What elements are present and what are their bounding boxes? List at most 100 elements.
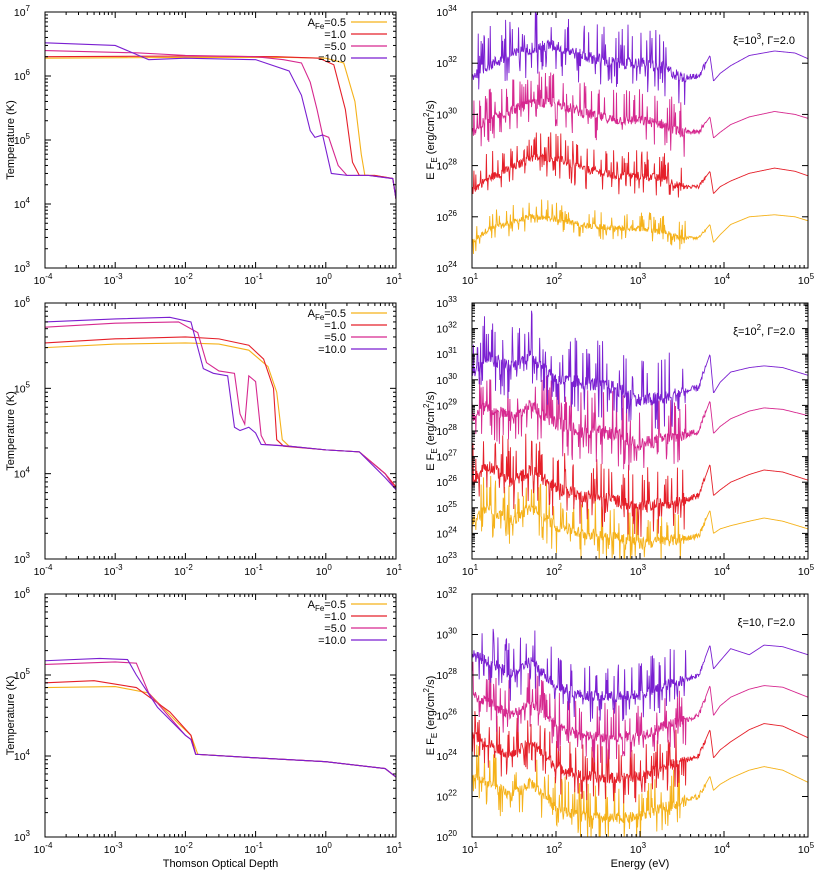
y-tick-label: 1030 [436, 627, 457, 642]
x-tick-label: 102 [546, 563, 563, 578]
y-tick-label: 107 [14, 4, 31, 19]
series-line-2 [45, 680, 396, 778]
series-group [472, 12, 808, 254]
x-tick-label: 101 [386, 563, 403, 578]
legend-label: =1.0 [324, 29, 346, 41]
series-line-2 [472, 132, 808, 198]
y-tick-label: 1034 [436, 4, 457, 19]
x-tick-label: 10-3 [104, 272, 123, 287]
legend-label: =1.0 [324, 611, 346, 623]
series-group [472, 628, 808, 837]
y-tick-label: 1024 [436, 748, 457, 763]
y-tick-label: 104 [14, 196, 31, 211]
series-line-2 [472, 433, 808, 537]
y-tick-label: 1028 [436, 158, 457, 173]
x-tick-label: 101 [386, 841, 403, 856]
x-tick-label: 104 [714, 272, 731, 287]
y-axis-label: E FE (erg/cm2/s) [422, 100, 439, 180]
x-tick-label: 104 [714, 563, 731, 578]
legend: AFe=0.5=1.0=5.0=10.0 [308, 17, 387, 65]
y-tick-label: 1025 [436, 500, 457, 515]
y-tick-label: 1024 [436, 260, 457, 275]
x-tick-label: 10-4 [34, 841, 53, 856]
x-tick-label: 105 [798, 841, 815, 856]
y-tick-label: 103 [14, 551, 31, 566]
series-line-4 [45, 316, 396, 490]
series-group [45, 316, 396, 490]
series-line-3 [45, 661, 396, 778]
x-tick-label: 105 [798, 272, 815, 287]
plot-frame [44, 302, 397, 560]
y-tick-label: 1022 [436, 789, 457, 804]
x-tick-label: 10-1 [244, 563, 263, 578]
xi-gamma-annotation: ξ=102, Γ=2.0 [733, 323, 795, 338]
chart-spec-top: 101 102 103 104 105 1024 1026 1028 1030 1032 1034 E… [422, 4, 815, 287]
x-tick-label: 100 [316, 841, 333, 856]
series-line-3 [472, 375, 808, 471]
y-tick-label: 1027 [436, 449, 457, 464]
chart-temp-mid: 10-4 10-3 10-2 10-1 100 101103104105106Temper… [5, 295, 403, 578]
y-tick-label: 1033 [436, 295, 457, 310]
y-tick-label: 1030 [436, 372, 457, 387]
x-tick-label: 102 [546, 841, 563, 856]
series-line-4 [472, 310, 808, 430]
chart-spec-bot: 101 102 103 104 105 1020 1022 1024 1026 1028 1030 1… [422, 586, 815, 870]
xi-gamma-annotation: ξ=10, Γ=2.0 [738, 617, 795, 629]
x-tick-label: 101 [462, 841, 479, 856]
series-line-4 [45, 657, 396, 778]
y-tick-label: 1030 [436, 106, 457, 121]
y-tick-label: 1028 [436, 423, 457, 438]
x-tick-label: 10-1 [244, 841, 263, 856]
x-tick-label: 105 [798, 563, 815, 578]
series-line-3 [45, 49, 396, 200]
legend-label: =10.0 [318, 635, 346, 647]
legend-label: =10.0 [318, 344, 346, 356]
x-tick-label: 100 [316, 563, 333, 578]
y-tick-label: 1023 [436, 551, 457, 566]
x-tick-label: 10-4 [34, 272, 53, 287]
legend-label: =5.0 [324, 41, 346, 53]
y-tick-label: 103 [14, 260, 31, 275]
y-tick-label: 1026 [436, 209, 457, 224]
series-line-1 [45, 342, 396, 490]
series-line-2 [472, 700, 808, 804]
legend-label: =1.0 [324, 320, 346, 332]
x-tick-label: 101 [462, 563, 479, 578]
x-tick-label: 10-3 [104, 563, 123, 578]
legend: AFe=0.5=1.0=5.0=10.0 [308, 599, 387, 647]
series-line-4 [472, 628, 808, 722]
xi-gamma-annotation: ξ=103, Γ=2.0 [733, 32, 795, 47]
series-line-4 [472, 12, 808, 105]
plot-frame [44, 593, 397, 838]
y-tick-label: 106 [14, 586, 31, 601]
y-tick-label: 106 [14, 68, 31, 83]
x-tick-label: 10-1 [244, 272, 263, 287]
y-axis-label: E FE (erg/cm2/s) [422, 676, 439, 756]
y-tick-label: 106 [14, 295, 31, 310]
series-line-1 [472, 744, 808, 837]
x-axis-label: Thomson Optical Depth [163, 858, 279, 870]
series-line-2 [45, 336, 396, 488]
y-tick-label: 1031 [436, 346, 457, 361]
chart-temp-bot: 10-4 10-3 10-2 10-1 100 101103104105106Temper… [5, 586, 403, 870]
y-axis-label: Temperature (K) [5, 100, 17, 179]
chart-temp-top: 10-4 10-3 10-2 10-1 100 101103104105106107Tem… [5, 4, 403, 287]
y-tick-label: 1032 [436, 55, 457, 70]
legend-label: =10.0 [318, 53, 346, 65]
x-tick-label: 10-2 [174, 272, 193, 287]
series-group [45, 42, 396, 200]
y-tick-label: 1026 [436, 474, 457, 489]
y-axis-label: Temperature (K) [5, 391, 17, 470]
y-tick-label: 1024 [436, 525, 457, 540]
series-line-3 [472, 661, 808, 764]
x-tick-label: 102 [546, 272, 563, 287]
legend: AFe=0.5=1.0=5.0=10.0 [308, 308, 387, 356]
series-line-3 [472, 71, 808, 157]
x-tick-label: 101 [462, 272, 479, 287]
y-axis-label: Temperature (K) [5, 676, 17, 755]
x-tick-label: 104 [714, 841, 731, 856]
x-axis-label: Energy (eV) [611, 858, 670, 870]
x-tick-label: 10-3 [104, 841, 123, 856]
y-tick-label: 1029 [436, 397, 457, 412]
x-tick-label: 101 [386, 272, 403, 287]
